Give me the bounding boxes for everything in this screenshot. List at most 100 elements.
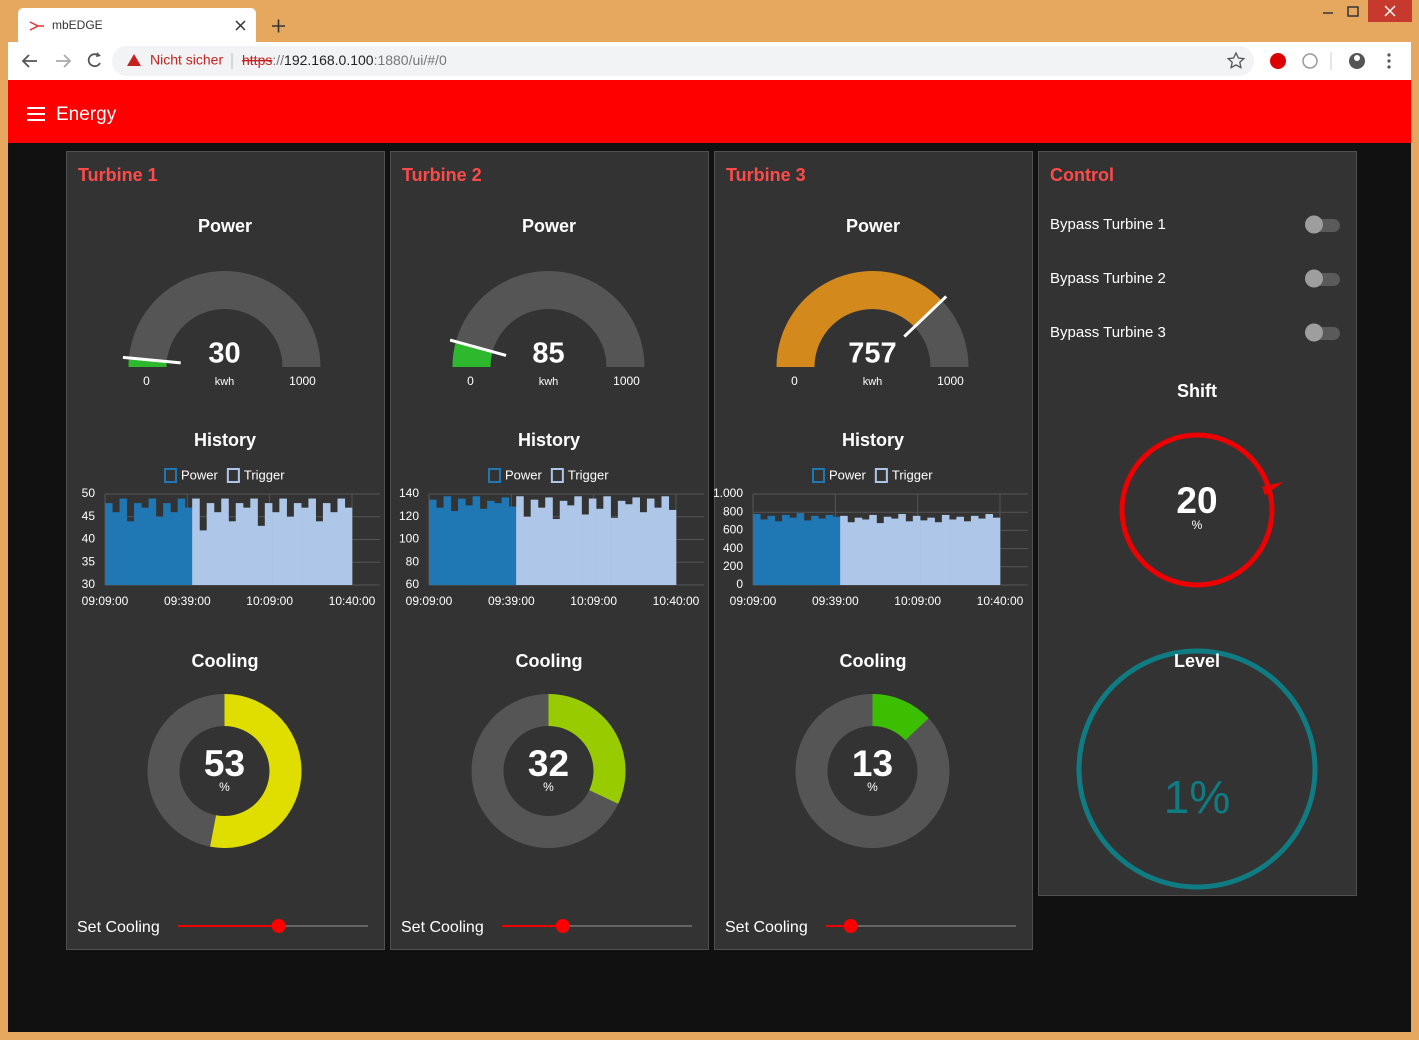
reload[interactable] <box>87 53 101 68</box>
y-tick-label: 600 <box>723 523 743 537</box>
history-bar <box>199 530 208 585</box>
back[interactable] <box>21 54 37 68</box>
header-title: Energy <box>56 104 117 125</box>
toggle-label: Bypass Turbine 1 <box>1050 216 1166 233</box>
y-tick-label: 40 <box>82 532 96 546</box>
history-bar <box>184 507 193 585</box>
panel-title: Control <box>1050 165 1114 185</box>
history-bar <box>789 517 797 585</box>
bookmark[interactable] <box>1226 51 1246 69</box>
history-bar <box>905 521 914 585</box>
section-label: Power <box>846 216 900 236</box>
history-bar <box>530 499 539 585</box>
history-bar <box>494 503 502 585</box>
y-tick-label: 120 <box>399 509 419 523</box>
slider-knob[interactable] <box>271 919 286 933</box>
legend-label: Power <box>829 467 867 482</box>
legend-swatch <box>550 468 564 483</box>
level-value: 1 <box>1164 771 1190 823</box>
history-bar <box>832 516 841 585</box>
legend-label: Power <box>181 467 219 482</box>
legend-swatch <box>226 468 240 483</box>
warning-icon <box>127 54 141 66</box>
url-separator: :// <box>272 52 284 68</box>
section-label: Power <box>522 216 576 236</box>
gauge-max: 1000 <box>613 374 640 388</box>
tab[interactable] <box>18 8 256 42</box>
shift-pointer <box>1261 481 1284 496</box>
level-unit: % <box>1189 771 1230 823</box>
gauge-min: 0 <box>143 374 150 388</box>
extension-icon[interactable] <box>1270 53 1286 69</box>
history-bar <box>818 518 826 585</box>
y-tick-label: 200 <box>723 559 743 573</box>
y-tick-label: 50 <box>82 486 96 500</box>
slider-label: Set Cooling <box>725 919 808 936</box>
tab-close[interactable] <box>235 20 246 31</box>
toggle-label: Bypass Turbine 3 <box>1050 324 1166 341</box>
x-tick-label: 10:09:00 <box>570 594 617 608</box>
slider-knob[interactable] <box>555 919 570 933</box>
y-tick-label: 60 <box>406 577 420 591</box>
history-bar <box>472 496 481 585</box>
history-bar <box>315 521 324 585</box>
toggle-knob <box>1305 215 1323 234</box>
legend-swatch <box>488 468 501 483</box>
history-bar <box>279 498 287 585</box>
y-tick-label: 30 <box>82 577 96 591</box>
history-bar <box>803 520 812 585</box>
gauge-track <box>452 271 645 367</box>
history-bar <box>854 517 863 585</box>
history-bar <box>753 514 761 585</box>
omnibox[interactable] <box>112 46 1254 76</box>
x-tick-label: 10:40:00 <box>977 594 1024 608</box>
history-bar <box>501 497 510 585</box>
panel-title: Turbine 2 <box>402 165 482 185</box>
gauge-track <box>128 271 321 367</box>
panel-title: Turbine 1 <box>78 165 158 185</box>
gauge-value: 30 <box>208 338 240 370</box>
history-bar <box>213 512 222 585</box>
url-host: 192.168.0.100 <box>284 52 374 68</box>
maximize[interactable] <box>1347 6 1359 17</box>
donut-segment <box>210 694 302 848</box>
forward[interactable] <box>56 54 72 68</box>
history-bar <box>337 498 346 585</box>
url-path: :1880/ui/#/0 <box>374 52 447 68</box>
history-bar <box>632 497 640 585</box>
x-tick-label: 09:39:00 <box>164 594 211 608</box>
history-bar <box>978 518 986 585</box>
history-bar <box>992 517 1001 585</box>
extension-icon[interactable] <box>1302 53 1318 69</box>
legend-label: Trigger <box>244 467 285 482</box>
history-bar <box>934 522 943 585</box>
donut-unit: % <box>543 780 554 794</box>
history-bar <box>221 498 229 585</box>
level-readout: 1% <box>1164 771 1231 823</box>
gauge-value: 85 <box>532 338 564 370</box>
history-bar <box>148 498 157 585</box>
history-bar <box>883 516 892 585</box>
y-tick-label: 80 <box>406 554 420 568</box>
slider-knob[interactable] <box>843 919 858 933</box>
x-tick-label: 09:39:00 <box>488 594 535 608</box>
history-bar <box>458 498 466 585</box>
x-tick-label: 10:40:00 <box>653 594 700 608</box>
new-tab[interactable] <box>272 19 285 33</box>
history-bar <box>134 503 142 585</box>
donut-value: 53 <box>204 743 245 784</box>
history-bar <box>760 519 768 585</box>
gauge-unit: kwh <box>215 376 235 388</box>
y-tick-label: 800 <box>723 504 743 518</box>
x-tick-label: 09:09:00 <box>730 594 777 608</box>
history-bar <box>344 507 353 585</box>
donut-segment <box>872 694 929 741</box>
hamburger-menu[interactable] <box>27 107 45 121</box>
menu[interactable] <box>1387 53 1391 69</box>
history-bar <box>479 508 488 585</box>
history-bar <box>617 500 626 585</box>
donut-segment <box>548 694 626 804</box>
history-bar <box>250 498 258 585</box>
section-label: Cooling <box>516 651 583 671</box>
profile-head <box>1354 55 1360 61</box>
